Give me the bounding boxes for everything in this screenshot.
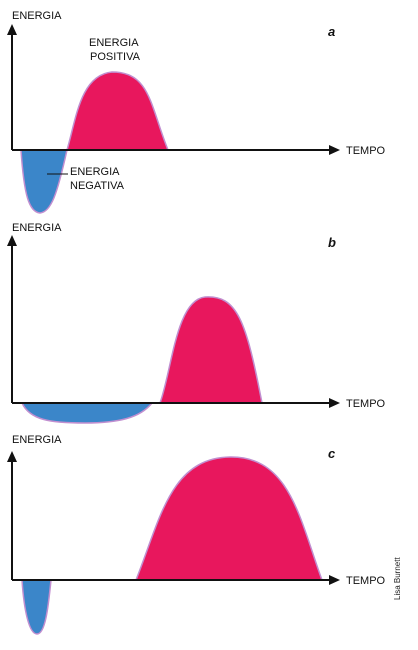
x-axis-arrowhead: [329, 398, 340, 408]
artist-credit: Lisa Burnett: [393, 557, 402, 600]
negative-energy-pulse: [21, 579, 52, 635]
positive-energy-pulse: [134, 456, 324, 581]
y-axis-arrowhead: [7, 235, 17, 246]
panel-b: ENERGIA TEMPO b: [7, 222, 386, 424]
y-axis-arrowhead: [7, 24, 17, 35]
y-axis-label: ENERGIA: [12, 10, 62, 22]
positive-energy-pulse: [158, 296, 263, 404]
negative-energy-label-line-2: NEGATIVA: [70, 180, 125, 192]
positive-energy-pulse: [65, 71, 170, 151]
panel-letter: c: [328, 446, 336, 461]
panel-a: ENERGIA TEMPO a ENERGIA POSITIVA ENERGIA…: [7, 10, 386, 214]
x-axis-arrowhead: [329, 145, 340, 155]
x-axis-label: TEMPO: [346, 398, 386, 410]
panel-c: ENERGIA TEMPO c: [7, 434, 386, 635]
x-axis-arrowhead: [329, 575, 340, 585]
negative-energy-label: ENERGIA NEGATIVA: [70, 166, 125, 192]
negative-energy-pulse: [20, 149, 68, 214]
x-axis-label: TEMPO: [346, 145, 386, 157]
panel-letter: a: [328, 24, 335, 39]
x-axis-label: TEMPO: [346, 575, 386, 587]
positive-energy-label-line-1: ENERGIA: [89, 37, 139, 49]
positive-energy-label: ENERGIA POSITIVA: [89, 37, 141, 63]
y-axis-arrowhead: [7, 451, 17, 462]
y-axis-label: ENERGIA: [12, 222, 62, 234]
positive-energy-label-line-2: POSITIVA: [90, 51, 141, 63]
negative-energy-label-line-1: ENERGIA: [70, 166, 120, 178]
panel-letter: b: [328, 235, 336, 250]
negative-energy-pulse: [20, 402, 154, 424]
y-axis-label: ENERGIA: [12, 434, 62, 446]
